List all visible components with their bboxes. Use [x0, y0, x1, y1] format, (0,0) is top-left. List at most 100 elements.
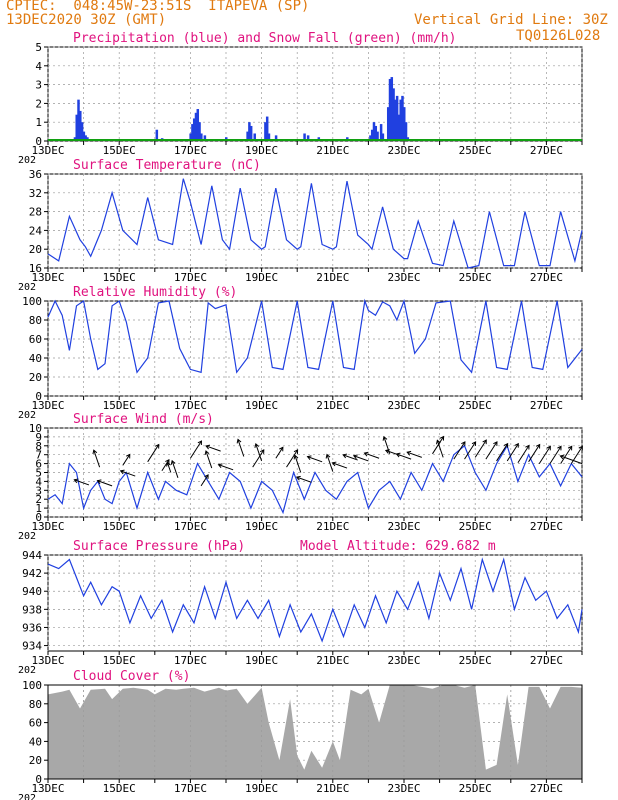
precip-bar: [381, 133, 385, 141]
y-tick-label: 2: [35, 97, 42, 110]
x-tick-label: 23DEC: [387, 782, 420, 795]
x-tick-label: 23DEC: [387, 144, 420, 157]
y-tick-label: 24: [29, 224, 43, 237]
x-tick-label: 25DEC: [459, 654, 492, 667]
y-tick-label: 28: [29, 206, 42, 219]
y-tick-label: 9: [35, 431, 42, 444]
wind-arrow: [147, 444, 160, 463]
precip-bar: [267, 133, 271, 141]
x-tick-label: 21DEC: [316, 399, 349, 412]
precip-bar: [379, 124, 383, 141]
wind-arrow: [255, 443, 263, 462]
precip-bar: [395, 95, 399, 141]
run-date: 13DEC2020 30Z (GMT): [6, 12, 167, 28]
y-tick-label: 942: [22, 567, 42, 580]
wind-arrow: [506, 443, 519, 462]
y-tick-label: 40: [29, 352, 42, 365]
cloud-panel: [44, 684, 583, 783]
wind-arrow-head: [295, 475, 301, 481]
precip-bar: [388, 78, 392, 141]
wind-arrow-head: [363, 451, 369, 457]
precip-bar: [265, 116, 269, 141]
cloud-area: [48, 685, 582, 779]
precip-bar: [84, 135, 87, 141]
y-tick-label: 80: [29, 698, 42, 711]
x-tick-label: 21DEC: [316, 520, 349, 533]
precip-bar: [249, 125, 253, 141]
y-tick-label: 5: [35, 467, 42, 480]
wind-arrow: [200, 474, 209, 487]
wind-arrow-head: [236, 438, 242, 444]
precip-bar: [376, 131, 379, 141]
wind-arrow-head: [406, 450, 412, 456]
pressure-title: Surface Pressure (hPa): [73, 539, 245, 554]
y-tick-label: 80: [29, 314, 42, 327]
wind-arrow: [453, 441, 466, 460]
precip-bar: [203, 135, 207, 141]
wind-arrow-head: [546, 445, 551, 451]
x-tick-label: 25DEC: [459, 782, 492, 795]
x-tick-label: 27DEC: [530, 399, 563, 412]
x-tick-label: 19DEC: [245, 271, 278, 284]
precip-bar: [253, 133, 256, 141]
precip-bar: [75, 114, 78, 141]
x-tick-label: 15DEC: [103, 520, 136, 533]
precip-bar: [200, 133, 203, 141]
wind-arrow: [538, 446, 551, 464]
x-tick-label: 17DEC: [174, 399, 207, 412]
wind-arrow-head: [204, 474, 209, 479]
wind-arrow: [218, 464, 234, 471]
wind-arrow: [549, 446, 562, 464]
x-tick-label: 19DEC: [245, 399, 278, 412]
wind-arrow-head: [567, 445, 573, 451]
wind-arrow: [326, 454, 334, 472]
y-tick-label: 7: [35, 449, 42, 462]
cloud-title: Cloud Cover (%): [73, 669, 190, 684]
wind-arrow-head: [279, 446, 284, 452]
precip-bar: [196, 109, 200, 141]
x-tick-label: 25DEC: [459, 520, 492, 533]
x-tick-label: 25DEC: [459, 144, 492, 157]
x-tick-label: 27DEC: [530, 654, 563, 667]
wind-arrow-head: [578, 445, 583, 451]
x-tick-label: 23DEC: [387, 271, 420, 284]
rh-panel: [44, 298, 583, 400]
precip-bar: [192, 118, 196, 141]
wind-arrow: [237, 439, 245, 457]
wind-arrow-head: [119, 469, 125, 475]
y-tick-label: 938: [22, 603, 42, 616]
y-tick-label: 4: [35, 475, 42, 488]
x-tick-label: 13DEC: [31, 520, 64, 533]
precip-bar: [306, 135, 310, 141]
wind-arrow-head: [436, 439, 441, 445]
x-tick-label: 27DEC: [530, 271, 563, 284]
x-tick-label: 17DEC: [174, 520, 207, 533]
y-tick-label: 0: [35, 390, 42, 403]
wind-arrow: [407, 451, 422, 458]
wind-arrow-head: [217, 463, 223, 469]
x-tick-label: 15DEC: [103, 271, 136, 284]
wind-arrow-head: [535, 443, 541, 449]
pressure-series: [47, 557, 583, 643]
y-tick-label: 936: [22, 621, 42, 634]
y-tick-label: 3: [35, 484, 42, 497]
precip-bar: [403, 107, 406, 141]
precip-bar: [194, 112, 198, 141]
wind-arrow: [353, 455, 369, 462]
y-tick-label: 36: [29, 168, 42, 181]
wind-arrow-head: [352, 454, 358, 460]
y-tick-label: 32: [29, 187, 42, 200]
wind-arrow-head: [306, 455, 312, 461]
cloud-frame: [47, 684, 583, 780]
pressure-frame: [47, 554, 583, 652]
rh-series: [47, 298, 583, 374]
wind-arrow: [332, 462, 348, 469]
wind-arrow-head: [382, 435, 388, 441]
wind-arrow-head: [254, 442, 260, 448]
precip-bar: [370, 129, 374, 141]
x-tick-label: 23DEC: [387, 399, 420, 412]
y-tick-label: 5: [35, 41, 42, 54]
x-year-label: 202: [18, 793, 36, 800]
wind-arrow-head: [293, 454, 299, 460]
y-tick-label: 0: [35, 135, 42, 148]
